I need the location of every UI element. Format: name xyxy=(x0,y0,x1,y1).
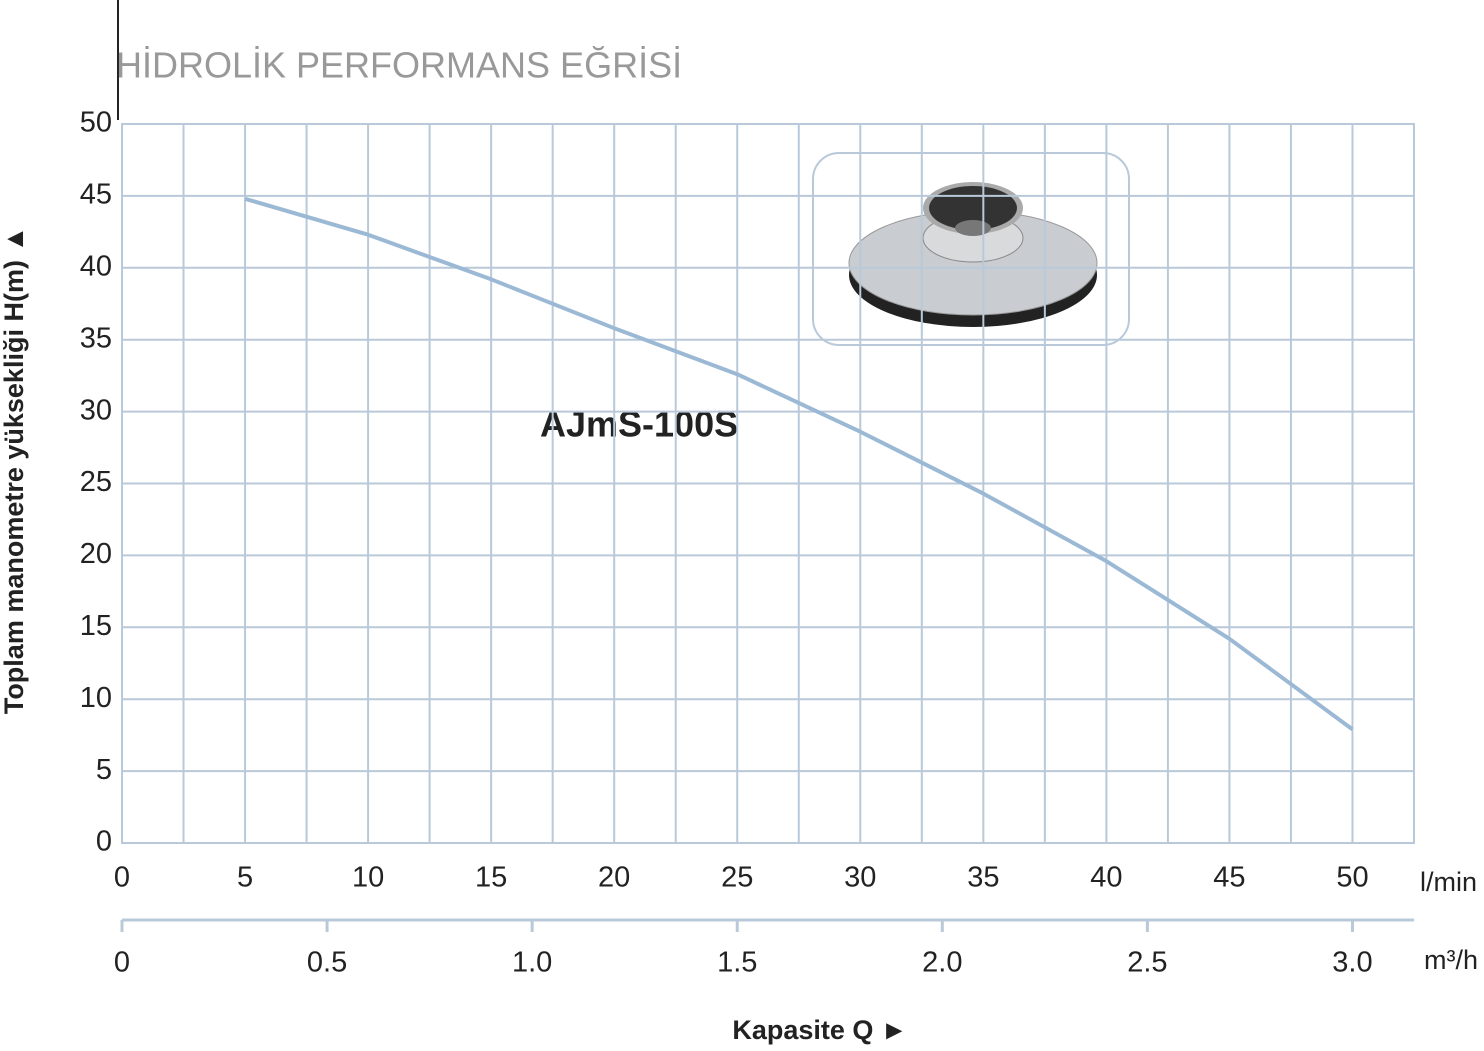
x-tick-label: 10 xyxy=(352,862,384,894)
x-tick-label: 5 xyxy=(237,862,253,894)
x-tick-label: 25 xyxy=(721,862,753,894)
x2-tick-label: 0 xyxy=(114,947,130,979)
x-tick-label: 30 xyxy=(844,862,876,894)
y-tick-label: 45 xyxy=(80,179,112,211)
y-tick-label: 5 xyxy=(96,754,112,786)
y-tick-label: 10 xyxy=(80,682,112,714)
x-tick-label: 40 xyxy=(1090,862,1122,894)
x-tick-label: 35 xyxy=(967,862,999,894)
x2-tick-label: 3.0 xyxy=(1332,947,1372,979)
x-unit: l/min xyxy=(1420,867,1477,897)
y-tick-label: 35 xyxy=(80,322,112,354)
x2-tick-label: 1.5 xyxy=(717,947,757,979)
y-tick-label: 50 xyxy=(80,107,112,139)
x2-tick-label: 0.5 xyxy=(307,947,347,979)
chart-title: HİDROLİK PERFORMANS EĞRİSİ xyxy=(116,45,682,86)
model-annotation: AJmS-100S xyxy=(540,404,738,445)
y-tick-label: 40 xyxy=(80,250,112,282)
y-tick-label: 15 xyxy=(80,610,112,642)
x-tick-label: 50 xyxy=(1336,862,1368,894)
y-axis-label: Toplam manometre yüksekliği H(m) ▲ xyxy=(0,226,29,714)
x2-unit: m³/h xyxy=(1424,945,1478,975)
y-tick-label: 25 xyxy=(80,466,112,498)
y-tick-label: 0 xyxy=(96,826,112,858)
y-tick-label: 20 xyxy=(80,538,112,570)
y-tick-label: 30 xyxy=(80,394,112,426)
x-tick-label: 20 xyxy=(598,862,630,894)
x2-tick-label: 2.5 xyxy=(1127,947,1167,979)
x-tick-label: 0 xyxy=(114,862,130,894)
x-tick-label: 15 xyxy=(475,862,507,894)
x2-tick-label: 2.0 xyxy=(922,947,962,979)
x-axis-label: Kapasite Q ► xyxy=(732,1015,907,1045)
x2-tick-label: 1.0 xyxy=(512,947,552,979)
x-tick-label: 45 xyxy=(1213,862,1245,894)
curve xyxy=(244,196,1354,732)
